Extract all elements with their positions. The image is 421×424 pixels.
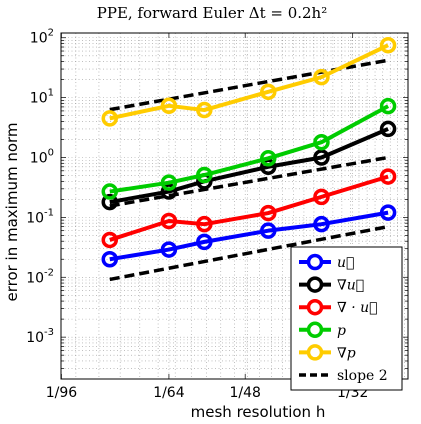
slope-2-line: [109, 224, 389, 282]
legend-marker-swatch: [306, 298, 324, 316]
legend: u⃗ ∇u⃗ ∇ · u⃗ p ∇p slope 2: [290, 246, 403, 391]
legend-item: u⃗: [299, 253, 354, 271]
legend-marker-swatch: [306, 276, 324, 293]
data-point: [260, 150, 277, 167]
legend-box: [290, 246, 403, 391]
data-point: [313, 215, 330, 233]
x-tick-label: 1/96: [46, 385, 78, 401]
chart-title: PPE, forward Euler Δt = 0.2h²: [97, 4, 327, 22]
y-tick-label: 10-2: [26, 267, 54, 286]
y-axis-label: error in maximum norm: [3, 122, 21, 301]
data-point: [260, 83, 277, 101]
series-line-2: [109, 174, 389, 242]
data-point: [313, 188, 330, 206]
data-point: [196, 215, 213, 233]
legend-item: ∇ · u⃗: [299, 298, 378, 316]
legend-item: p: [299, 321, 346, 339]
data-point: [379, 36, 397, 54]
legend-marker-swatch: [306, 344, 324, 361]
data-point: [101, 110, 119, 127]
slope-2-line: [109, 58, 389, 112]
legend-item: ∇p: [299, 344, 356, 361]
y-tick-label: 10-1: [26, 207, 54, 226]
data-point: [160, 212, 178, 230]
legend-label: ∇u⃗: [337, 278, 364, 294]
data-point: [196, 101, 213, 119]
data-point: [379, 120, 397, 138]
series-line-4: [109, 43, 389, 121]
y-tick-label: 102: [30, 28, 54, 47]
data-point: [101, 231, 119, 249]
y-tick-label: 100: [30, 148, 54, 167]
data-point: [313, 133, 330, 151]
legend-label: u⃗: [337, 255, 354, 271]
data-point: [160, 183, 178, 200]
y-tick-label: 101: [30, 88, 54, 107]
series-line-3: [109, 104, 390, 194]
data-point: [160, 241, 178, 258]
x-axis-label: mesh resolution h: [191, 403, 326, 421]
data-point: [313, 68, 330, 86]
data-point: [101, 193, 119, 211]
data-point: [101, 183, 119, 200]
data-point: [196, 166, 213, 184]
data-point: [379, 204, 397, 221]
legend-label: slope 2: [337, 368, 388, 384]
legend-marker-swatch: [306, 253, 324, 271]
data-point: [101, 250, 119, 268]
x-tick-label: 1/48: [229, 385, 260, 401]
data-point: [313, 149, 330, 166]
data-point: [196, 233, 213, 251]
series-line-0: [109, 210, 389, 262]
series-line-1: [109, 127, 389, 205]
legend-label: ∇ · u⃗: [337, 300, 378, 316]
data-point: [379, 168, 397, 185]
data-point: [160, 174, 178, 191]
data-point: [260, 222, 277, 239]
y-tick-label: 10-3: [26, 327, 54, 346]
axes-frame: [60, 32, 409, 380]
x-tick-label: 1/64: [153, 385, 185, 401]
data-point: [160, 97, 178, 115]
slope-2-line: [109, 155, 389, 208]
data-point: [379, 97, 397, 115]
legend-label: p: [337, 323, 346, 339]
legend-label: ∇p: [337, 345, 356, 361]
legend-item: slope 2: [299, 368, 388, 384]
legend-marker-swatch: [306, 321, 324, 339]
data-point: [260, 204, 277, 222]
legend-item: ∇u⃗: [299, 276, 364, 294]
